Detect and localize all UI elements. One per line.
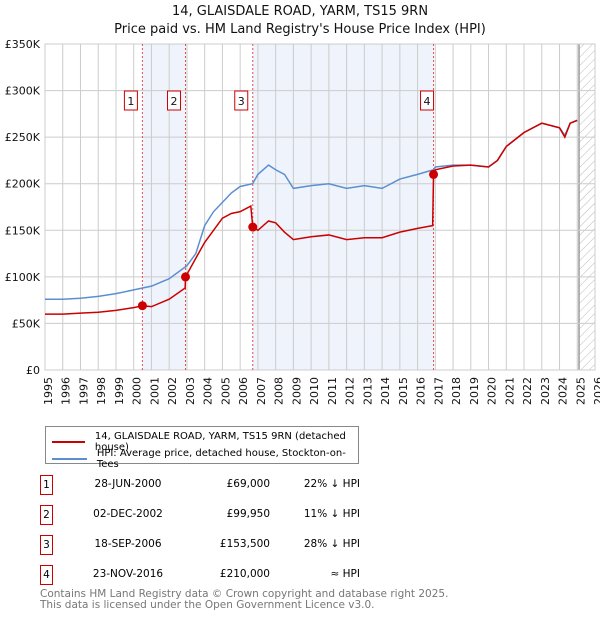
transaction-number: 2 [40,505,53,525]
x-tick-label: 2016 [415,377,428,405]
transaction-date: 18-SEP-2006 [94,538,162,550]
transaction-price: £153,500 [219,538,270,550]
x-tick-label: 2011 [326,377,339,405]
price-chart: 1995 1996 1997 1998 1999 2000 2001 2002 2003 2004… [5,38,600,405]
x-tick-label: 2022 [521,377,534,405]
x-tick-label: 2010 [308,377,321,405]
forecast-hatch [579,44,595,370]
transaction-row: 4 23-NOV-2016 £210,000 ≈ HPI [40,565,370,585]
y-tick-label: £350K [5,38,41,51]
y-tick-label: £200K [5,178,41,191]
title-line: 14, GLAISDALE ROAD, YARM, TS15 9RN [171,4,429,19]
sale-label: 1 [127,95,134,108]
legend-swatch-blue [52,458,87,460]
transaction-date: 02-DEC-2002 [93,508,163,520]
x-tick-label: 2014 [379,377,392,405]
x-tick-label: 1997 [77,377,90,405]
x-tick-label: 2008 [273,377,286,405]
legend-swatch-red [52,441,85,443]
legend-label: 14, GLAISDALE ROAD, YARM, TS15 9RN (deta… [94,431,346,453]
footer: Contains HM Land Registry data © Crown c… [40,589,448,611]
footer-line: Contains HM Land Registry data © Crown c… [40,588,449,600]
y-tick-label: £150K [5,224,41,237]
sale-point [429,169,439,179]
transaction-hpi-diff: 28% ↓ HPI [303,538,360,550]
x-tick-label: 2018 [450,377,463,405]
x-tick-label: 2004 [202,377,215,405]
x-tick-label: 1998 [95,377,108,405]
y-tick-label: £100K [5,271,41,284]
transaction-date: 28-JUN-2000 [94,478,162,490]
x-tick-label: 2001 [148,377,161,405]
x-tick-label: 2005 [219,377,232,405]
transaction-hpi-diff: 22% ↓ HPI [303,478,360,490]
sale-label: 4 [424,95,431,108]
sale-label: 3 [238,95,245,108]
transaction-number: 3 [40,535,53,555]
sale-point [181,272,191,282]
sale-point [248,222,258,232]
x-tick-label: 1996 [60,377,73,405]
x-tick-label: 2025 [574,377,587,405]
x-tick-label: 2006 [237,377,250,405]
sale-label-box [167,90,182,111]
x-tick-label: 2000 [131,377,144,405]
transaction-hpi-diff: 11% ↓ HPI [303,508,360,520]
x-tick-label: 2007 [255,377,268,405]
plot-border [44,43,596,371]
y-tick-label: £300K [5,85,41,98]
x-tick-label: 2019 [468,377,481,405]
x-tick-label: 2024 [557,377,570,405]
sale-label-box [234,90,249,111]
sale-point [137,301,147,311]
transaction-price: £99,950 [226,508,270,520]
x-tick-label: 2013 [361,377,374,405]
transaction-number: 4 [40,565,53,585]
legend-item-property: 14, GLAISDALE ROAD, YARM, TS15 9RN (deta… [52,431,358,453]
x-tick-label: 2003 [184,377,197,405]
transaction-number: 1 [40,475,53,495]
transaction-row: 1 28-JUN-2000 £69,000 22% ↓ HPI [40,475,370,495]
x-tick-label: 2026 [592,377,600,405]
x-tick-label: 1995 [42,377,55,405]
transaction-price: £210,000 [219,568,270,580]
transaction-date: 23-NOV-2016 [92,568,164,580]
x-tick-label: 2017 [432,377,445,405]
legend-label: HPI: Average price, detached house, Stoc… [96,448,346,470]
x-tick-label: 2023 [539,377,552,405]
shaded-range [252,44,434,370]
subtitle-line: Price paid vs. HM Land Registry's House … [114,22,486,37]
chart-title: 14, GLAISDALE ROAD, YARM, TS15 9RN Price… [0,3,600,39]
sale-label-box [123,90,138,111]
sale-label-box [420,90,435,111]
y-tick-label: £0 [26,364,40,377]
y-tick-label: £50K [12,317,41,330]
legend-item-hpi: HPI: Average price, detached house, Stoc… [52,448,358,470]
footer-line: This data is licensed under the Open Gov… [40,599,375,611]
transaction-hpi-diff: ≈ HPI [330,568,360,580]
sale-label: 2 [171,95,178,108]
x-tick-label: 2015 [397,377,410,405]
x-tick-label: 1999 [113,377,126,405]
transaction-price: £69,000 [226,478,270,490]
transaction-row: 2 02-DEC-2002 £99,950 11% ↓ HPI [40,505,370,525]
x-tick-label: 2002 [166,377,179,405]
x-tick-label: 2012 [344,377,357,405]
x-tick-label: 2009 [290,377,303,405]
x-tick-label: 2020 [486,377,499,405]
x-tick-label: 2021 [503,377,516,405]
y-tick-label: £250K [5,131,41,144]
legend: 14, GLAISDALE ROAD, YARM, TS15 9RN (deta… [45,426,359,470]
property-line [45,119,578,315]
transaction-row: 3 18-SEP-2006 £153,500 28% ↓ HPI [40,535,370,555]
